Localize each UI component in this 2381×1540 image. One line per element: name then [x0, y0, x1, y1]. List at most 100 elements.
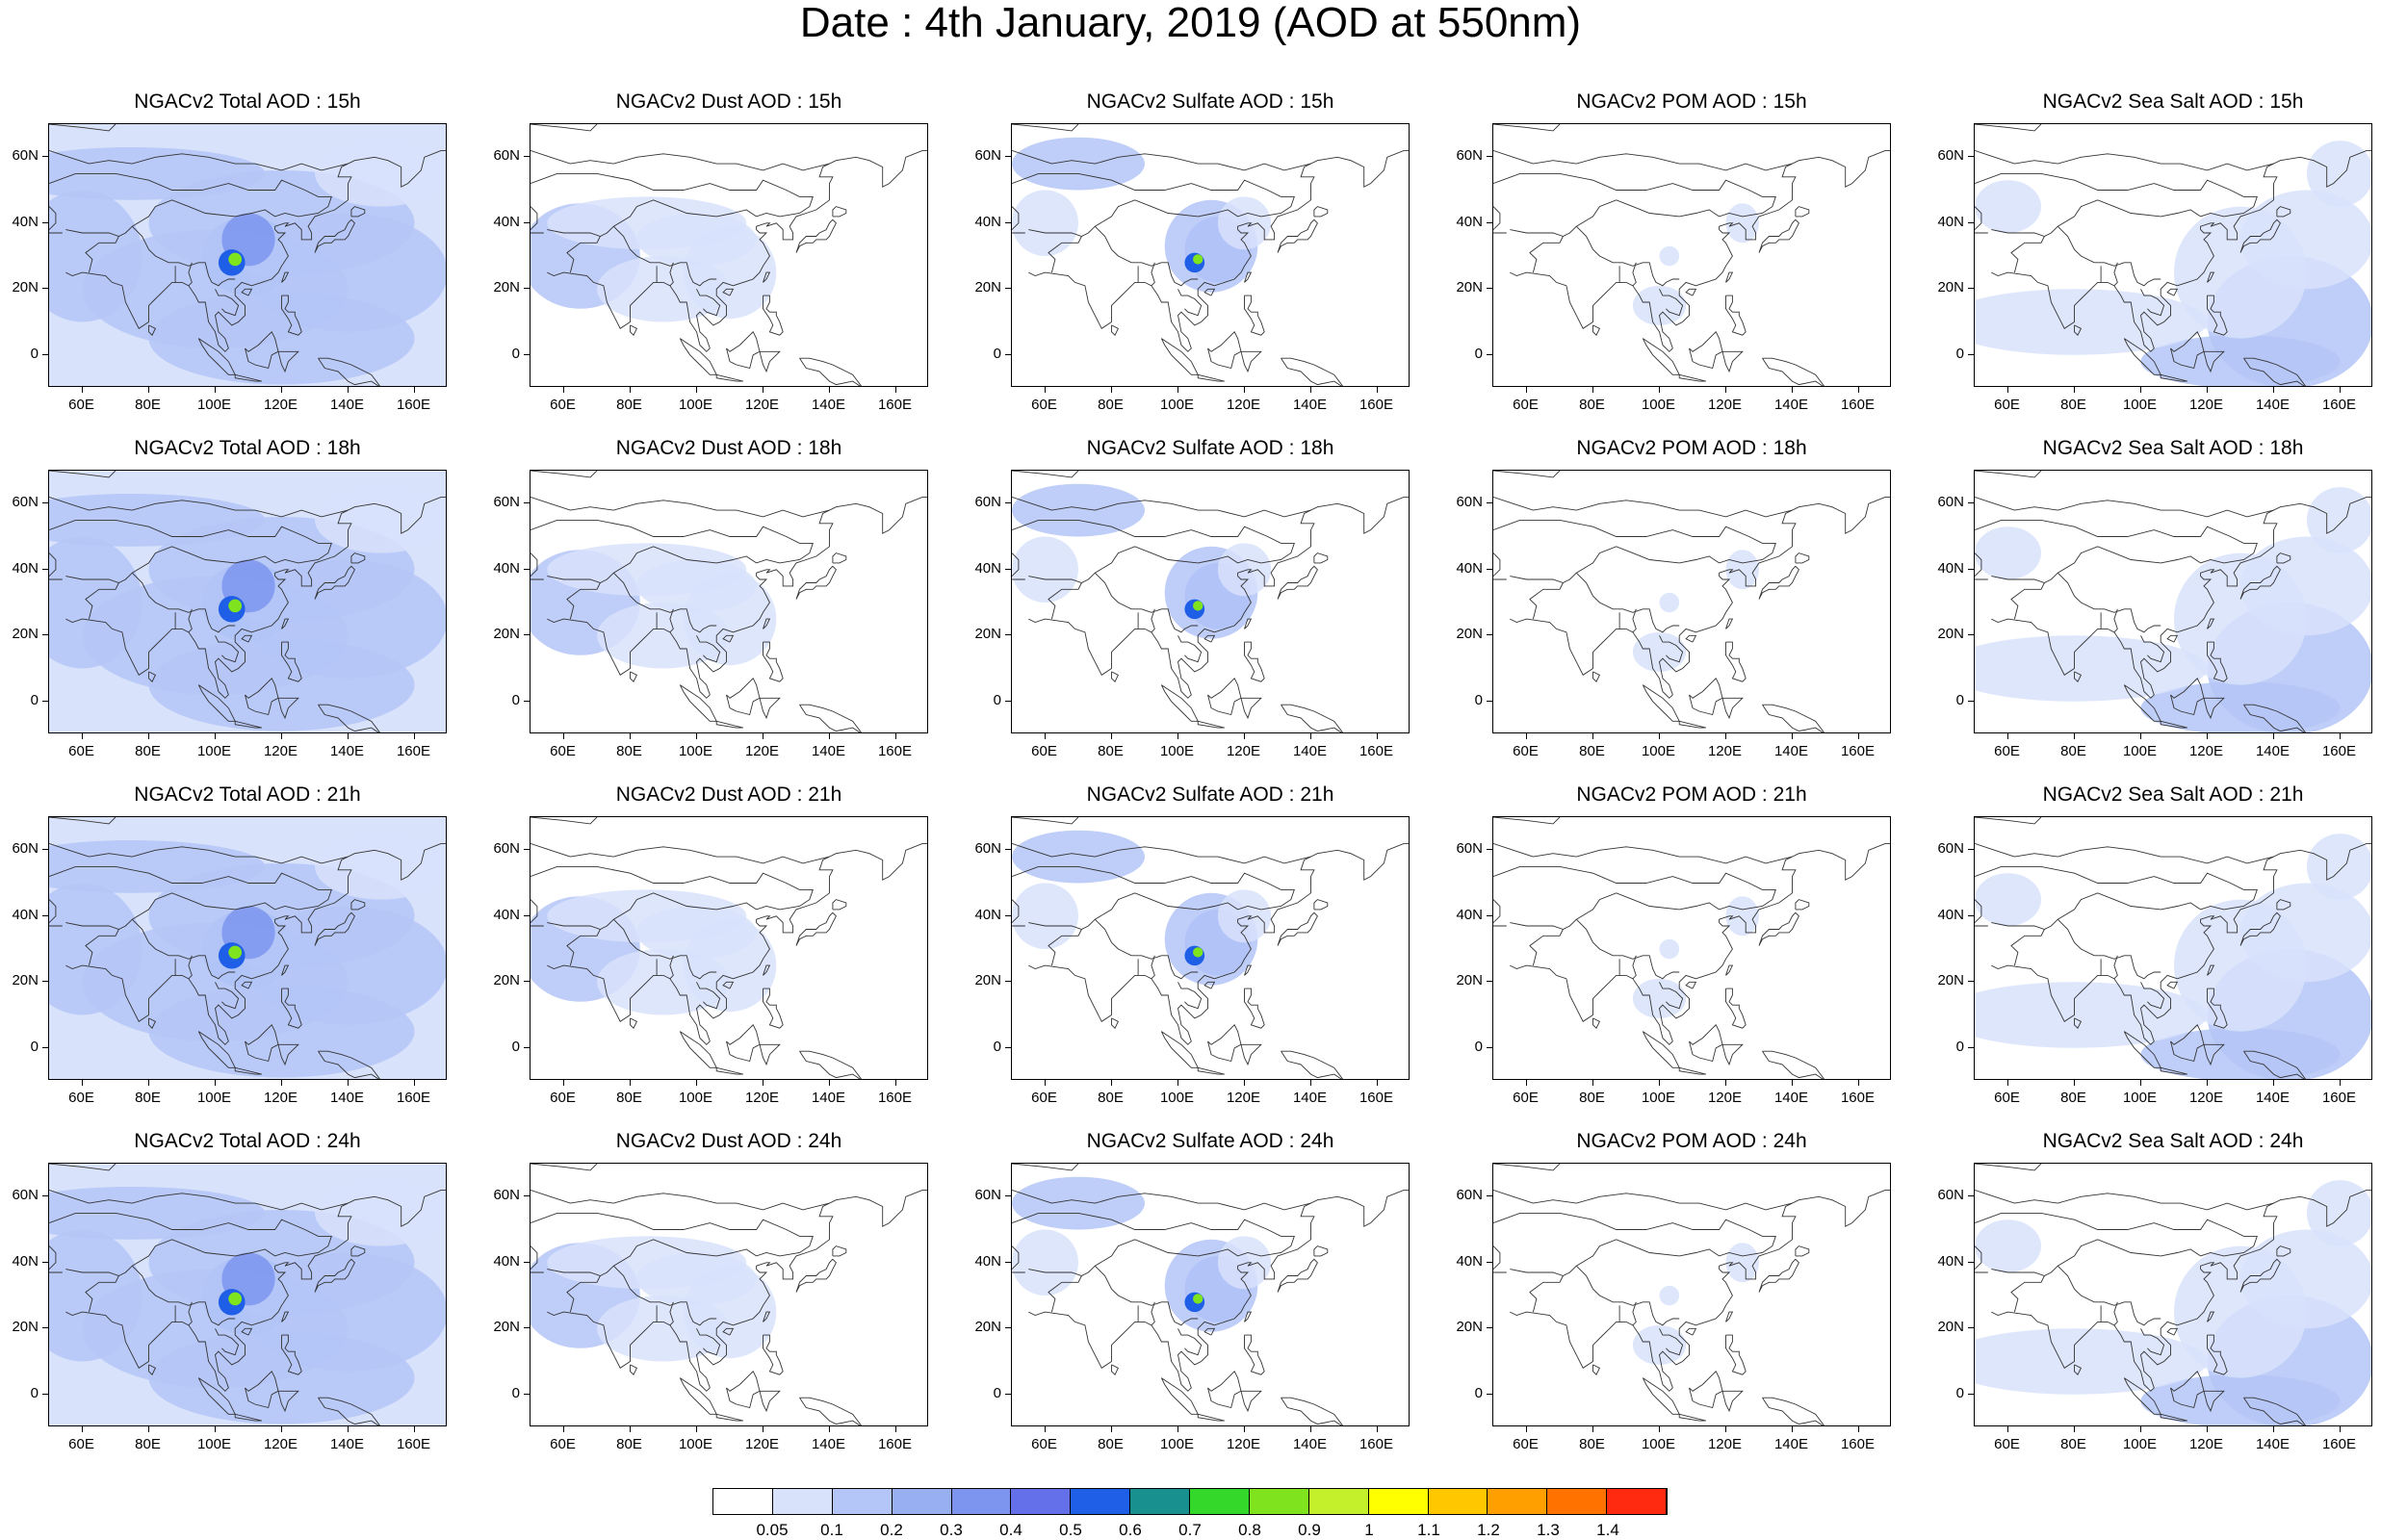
lon-tick-label: 100E	[2122, 1436, 2158, 1452]
lat-tick-label: 0	[1474, 345, 1483, 362]
lon-tickmark	[347, 1080, 349, 1086]
lon-tick-label: 100E	[678, 1436, 713, 1452]
coastline	[1493, 519, 1776, 583]
lat-tickmark	[1005, 1393, 1011, 1395]
lon-tickmark	[1376, 1426, 1378, 1432]
lat-tickmark	[1968, 1046, 1974, 1048]
lat-tick-label: 60N	[974, 840, 1001, 858]
colorbar-box	[1249, 1489, 1309, 1514]
aod-shading	[1975, 982, 2208, 1048]
coastline	[726, 1024, 761, 1063]
coastline	[1160, 338, 1199, 375]
coastline	[234, 1413, 262, 1422]
lon-tick-label: 140E	[2255, 743, 2290, 759]
lon-tickmark	[2206, 1080, 2208, 1086]
coastline	[2166, 1327, 2179, 1336]
lat-tick-label: 40N	[493, 1252, 520, 1270]
lat-tickmark	[1005, 288, 1011, 290]
coastline	[281, 295, 302, 336]
lat-tickmark	[42, 353, 48, 355]
lon-tick-label: 140E	[811, 1436, 846, 1452]
lon-tick-label: 80E	[2060, 1090, 2086, 1106]
lon-tickmark	[2272, 1426, 2274, 1432]
aod-shading	[228, 1292, 243, 1306]
lat-tick-label: 20N	[974, 279, 1001, 296]
lon-tick-label: 140E	[329, 1090, 365, 1106]
coastline	[1725, 295, 1747, 336]
aod-shading	[2140, 681, 2341, 732]
lat-tickmark	[42, 221, 48, 223]
lat-tick-label: 0	[1955, 1038, 1964, 1055]
map-svg	[531, 124, 927, 386]
coastline	[1197, 1066, 1225, 1075]
coastline	[49, 496, 349, 518]
lat-tick-label: 20N	[493, 1319, 520, 1336]
aod-shading	[1217, 543, 1272, 597]
coastline	[281, 271, 290, 283]
lon-tick-label: 160E	[877, 1090, 913, 1106]
lon-tickmark	[629, 1426, 631, 1432]
panel-title: NGACv2 POM AOD : 24h	[1576, 1130, 1807, 1152]
aod-shading	[2307, 834, 2371, 900]
aod-shading	[1193, 601, 1203, 611]
coastline	[1111, 324, 1120, 336]
coastline	[759, 1390, 781, 1413]
coastline	[669, 955, 674, 980]
coastline	[2113, 262, 2118, 287]
coastline	[1575, 572, 1680, 633]
lon-tick-label: 60E	[1513, 397, 1539, 413]
lat-tickmark	[42, 1327, 48, 1329]
lon-tick-label: 60E	[68, 397, 94, 413]
coastline	[759, 697, 781, 720]
coastline	[2166, 634, 2179, 643]
lon-tickmark	[1857, 1426, 1859, 1432]
colorbar-box	[1428, 1489, 1488, 1514]
map-svg	[49, 1164, 446, 1425]
panel-title: NGACv2 Sulfate AOD : 18h	[1086, 437, 1334, 459]
coastline	[1975, 865, 2258, 930]
coastline	[531, 124, 598, 132]
lon-tickmark	[1309, 387, 1311, 393]
coastline	[2160, 1413, 2187, 1422]
coastline	[1277, 911, 1318, 946]
lon-tick-label: 60E	[68, 1436, 94, 1452]
coastline	[49, 842, 349, 864]
coastline	[1510, 496, 1890, 699]
aod-shading	[1193, 254, 1203, 265]
lat-tickmark	[524, 1046, 530, 1048]
coastline	[1975, 1245, 1988, 1273]
coastline	[1151, 955, 1155, 980]
coastline	[1178, 289, 1203, 317]
coastline	[1012, 1212, 1295, 1276]
map-svg	[1493, 124, 1890, 386]
lon-tick-label: 140E	[1292, 743, 1328, 759]
lat-tickmark	[42, 502, 48, 504]
coastline	[763, 641, 784, 682]
lat-tick-label: 60N	[493, 494, 520, 511]
lon-tick-label: 80E	[2060, 397, 2086, 413]
colorbar-box	[1368, 1489, 1429, 1514]
lon-tick-label: 140E	[811, 1090, 846, 1106]
lat-tick-label: 60N	[12, 840, 39, 858]
coastline	[1178, 635, 1203, 663]
coastline	[1012, 124, 1079, 132]
lon-tick-label: 60E	[1513, 1436, 1539, 1452]
lat-tickmark	[1487, 288, 1492, 290]
lat-tickmark	[524, 981, 530, 983]
coastline	[1111, 1017, 1120, 1029]
colorbar-box	[1308, 1489, 1369, 1514]
aod-shading	[315, 1180, 446, 1246]
coastline	[2203, 350, 2225, 373]
coastline	[795, 1258, 837, 1293]
coastline	[2170, 1024, 2205, 1063]
lon-tick-label: 80E	[616, 743, 642, 759]
coastline	[1975, 124, 2042, 132]
coastline	[1642, 1377, 1680, 1415]
lon-tick-label: 140E	[1773, 1090, 1809, 1106]
coastline	[630, 1364, 638, 1375]
coastline	[188, 262, 193, 287]
coastline	[1592, 1364, 1601, 1375]
coastline	[1012, 471, 1079, 478]
lon-tick-label: 100E	[2122, 743, 2158, 759]
lat-tick-label: 0	[1955, 345, 1964, 362]
